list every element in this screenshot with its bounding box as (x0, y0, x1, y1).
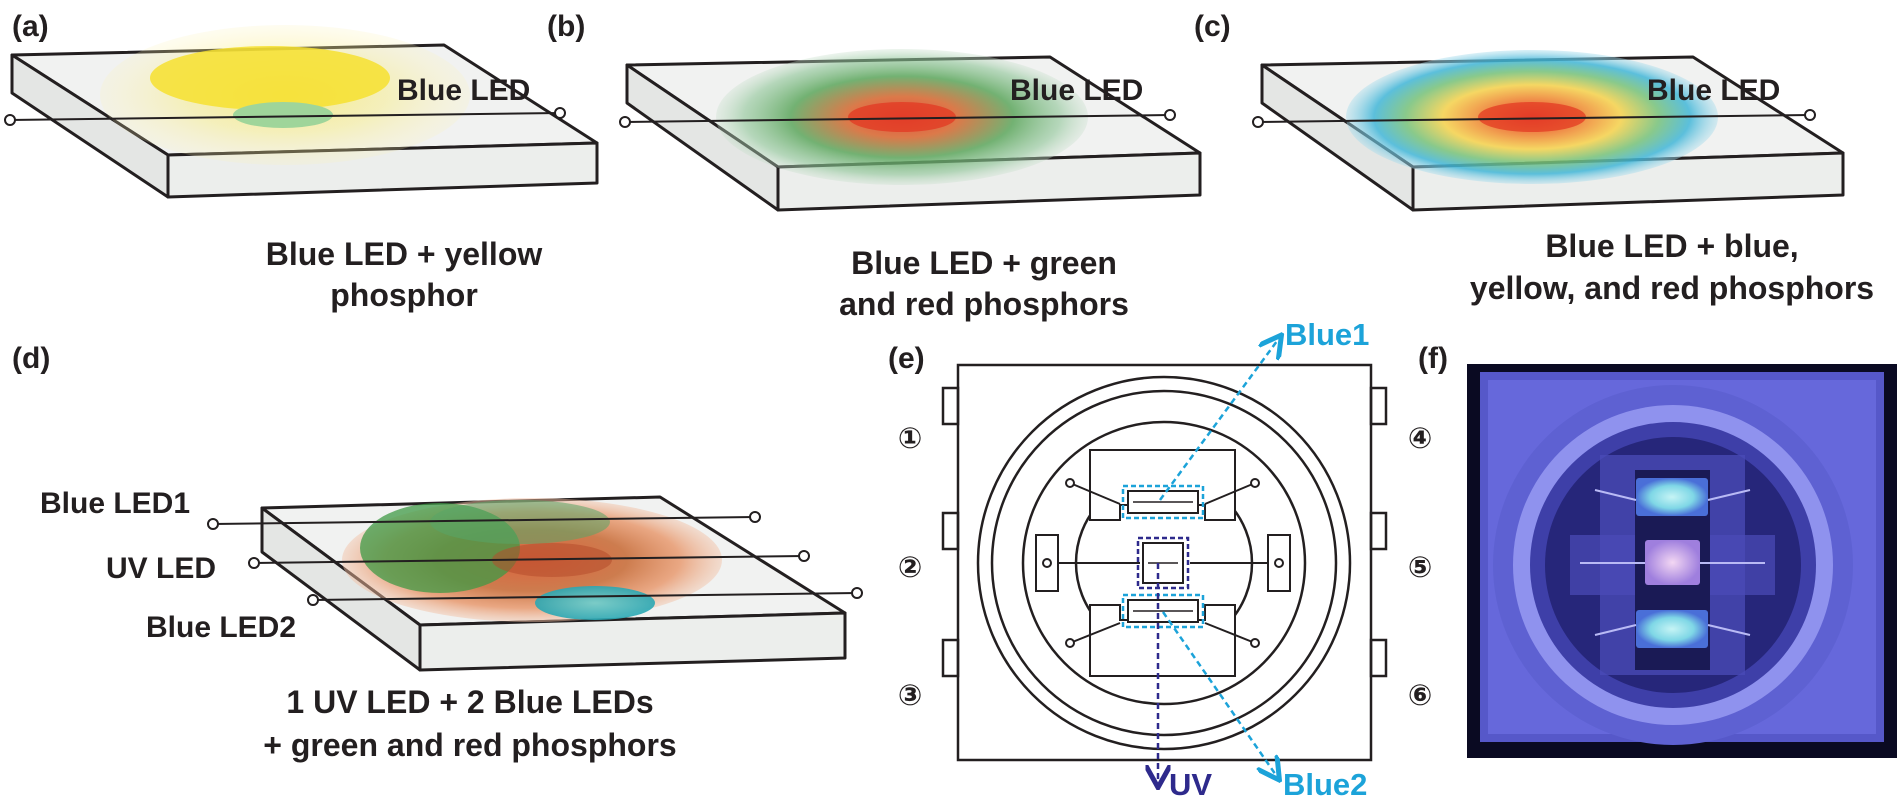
phosphor-a (100, 25, 470, 165)
lead-terminal-c-right (1804, 109, 1816, 121)
photo-chip-blue2 (1636, 610, 1708, 648)
label-blue1: Blue1 (1285, 317, 1369, 352)
panel-a: (a) Blue LED Blue LED + yellow phosphor (4, 10, 599, 313)
caption-b-line1: Blue LED + green (851, 245, 1117, 281)
lead-wire-a (9, 112, 561, 121)
panel-f-tag: (f) (1418, 342, 1448, 375)
panel-f: (f) (1418, 342, 1897, 758)
phosphor-b (716, 49, 1088, 185)
lead-wire-d-uv (253, 555, 805, 564)
panel-b: (b) Blue LED Blue LED + green and red ph… (547, 10, 1202, 322)
caption-c-line1: Blue LED + blue, (1545, 228, 1798, 264)
panel-a-tag: (a) (12, 10, 49, 43)
pin-6-label: ⑥ (1408, 680, 1433, 712)
lead-wire-c (1257, 114, 1811, 123)
caption-a-line2: phosphor (330, 277, 478, 313)
lead-terminal-d2-left (248, 557, 260, 569)
lead-terminal-d3-right (851, 587, 863, 599)
label-d-blue-led1: Blue LED1 (40, 487, 190, 520)
led-label-a: Blue LED (397, 74, 530, 107)
panel-b-tag: (b) (547, 10, 585, 43)
lead-terminal-d1-right (749, 511, 761, 523)
caption-c-line2: yellow, and red phosphors (1470, 270, 1874, 306)
photo-chip-uv (1645, 540, 1700, 585)
lead-terminal-b-left (619, 116, 631, 128)
caption-d-line2: + green and red phosphors (263, 727, 676, 763)
caption-d-line1: 1 UV LED + 2 Blue LEDs (286, 684, 653, 720)
lead-terminal-c-left (1252, 116, 1264, 128)
lead-terminal-b-right (1164, 109, 1176, 121)
lead-terminal-d2-right (798, 550, 810, 562)
pin-1-label: ① (898, 423, 923, 455)
lead-wire-d-blue1 (212, 516, 756, 525)
lead-terminal-d1-left (207, 518, 219, 530)
chip-blue2 (1121, 593, 1205, 629)
pin-4-label: ④ (1408, 423, 1433, 455)
caption-a-line1: Blue LED + yellow (266, 236, 543, 272)
lead-terminal-a-left (4, 114, 16, 126)
pin-2-label: ② (898, 552, 923, 584)
pin-3-label: ③ (898, 680, 923, 712)
lead-terminal-d3-left (307, 594, 319, 606)
led-label-c: Blue LED (1647, 74, 1780, 107)
panel-d-tag: (d) (12, 342, 50, 375)
lead-terminal-a-right (554, 107, 566, 119)
label-uv: UV (1169, 767, 1212, 801)
arrow-blue1 (1158, 337, 1280, 501)
phosphor-c (1346, 50, 1718, 184)
panel-c: (c) Blue LED Blue LED + blue, yellow, an… (1194, 10, 1874, 306)
lead-wire-d-blue2 (312, 592, 858, 601)
label-d-blue-led2: Blue LED2 (146, 611, 296, 644)
pin-5-label: ⑤ (1408, 552, 1433, 584)
panel-e: (e) (888, 317, 1432, 801)
chip-blue1 (1121, 484, 1205, 520)
led-label-b: Blue LED (1010, 74, 1143, 107)
panel-e-tag: (e) (888, 342, 925, 375)
photo-chip-blue1 (1636, 478, 1708, 516)
label-d-uv-led: UV LED (106, 552, 216, 585)
panel-c-tag: (c) (1194, 10, 1231, 43)
caption-b-line2: and red phosphors (839, 286, 1129, 322)
label-blue2: Blue2 (1283, 767, 1367, 801)
phosphor-d (342, 498, 722, 622)
panel-d: (d) Blue LED1 UV LED Blue LED2 1 UV LED … (12, 342, 863, 763)
arrow-blue2 (1161, 611, 1278, 778)
led-photo (1467, 364, 1897, 758)
lead-wire-b (624, 114, 1171, 123)
chip-uv (1136, 536, 1190, 590)
